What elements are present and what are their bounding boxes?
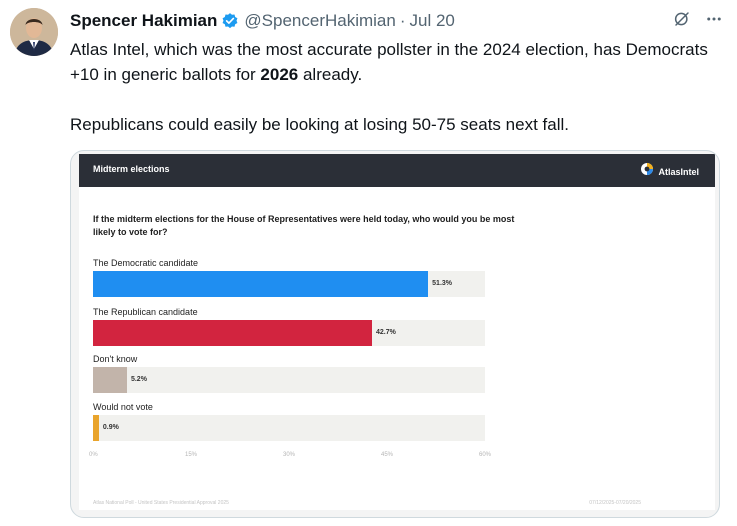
chart-source: Atlas National Poll - United States Pres… [93,500,229,506]
value-label: 0.9% [102,424,119,431]
value-label: 51.3% [432,280,453,287]
x-tick-label: 60% [479,452,492,458]
atlasintel-logo-icon [640,162,654,181]
x-tick-label: 30% [283,452,296,458]
bar-track: 42.7% [93,320,485,346]
tweet-paragraph-2: Republicans could easily be looking at l… [70,115,569,134]
chart-question: If the midterm elections for the House o… [93,214,515,237]
tweet-text: Atlas Intel, which was the most accurate… [70,37,720,137]
category-label: The Democratic candidate [93,258,199,268]
tweet-header: Spencer Hakimian @SpencerHakimian · Jul … [70,10,723,32]
x-tick-label: 45% [381,452,394,458]
more-icon[interactable] [705,10,723,33]
bar [93,367,127,393]
bar-track: 5.2% [93,367,485,393]
bar [93,320,372,346]
category-label: Don't know [93,354,138,364]
x-tick-label: 15% [185,452,198,458]
verified-icon [221,12,239,30]
avatar[interactable] [10,8,58,56]
media-card[interactable]: Midterm elections AtlasIntel If the midt… [70,150,720,518]
chart-header-title: Midterm elections [93,164,170,174]
category-label: The Republican candidate [93,307,198,317]
chart-dates: 07/12/2025-07/20/2025 [589,500,641,506]
tweet-bold-year: 2026 [260,65,299,84]
grok-icon[interactable] [673,10,691,33]
separator-dot: · [399,11,406,30]
tweet-paragraph-1: Atlas Intel, which was the most accurate… [70,40,708,84]
category-label: Would not vote [93,402,153,412]
value-label: 5.2% [130,376,147,383]
x-tick-label: 0% [89,452,98,458]
tweet-date[interactable]: Jul 20 [409,11,455,30]
bar [93,271,429,297]
author-handle[interactable]: @SpencerHakimian [244,11,396,30]
value-label: 42.7% [375,329,396,336]
poll-chart: Midterm elections AtlasIntel If the midt… [79,154,715,510]
bar-track: 0.9% [93,415,485,441]
bar [93,415,99,441]
bar-track: 51.3% [93,271,485,297]
chart-header-bar: Midterm elections AtlasIntel [79,154,715,187]
brand: AtlasIntel [640,162,699,181]
brand-name: AtlasIntel [658,166,699,177]
author-name[interactable]: Spencer Hakimian [70,11,218,30]
header-actions [673,10,723,33]
